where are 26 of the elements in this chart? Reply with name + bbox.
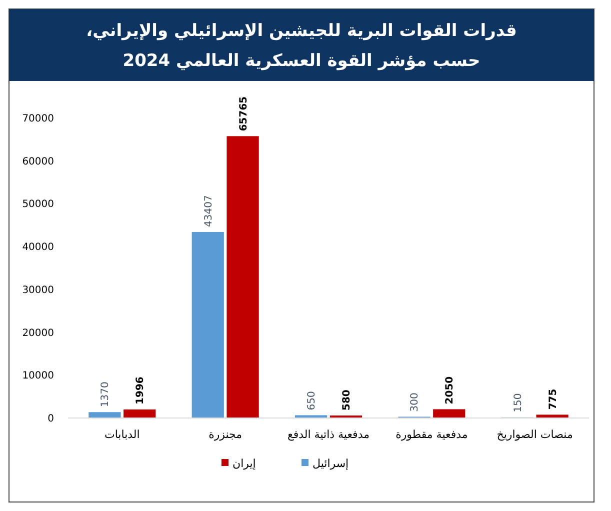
y-tick-label: 30000 [22, 284, 54, 296]
x-tick-label: الدبابات [104, 428, 140, 441]
data-label: 1996 [135, 376, 146, 404]
data-label: 150 [512, 393, 524, 412]
data-label: 650 [306, 391, 318, 410]
data-label: 43407 [203, 195, 214, 227]
legend-label: إيران [232, 456, 256, 470]
chart-title: قدرات القوات البرية للجيشين الإسرائيلي والإيراني، حسب مؤشر القوة العسكرية العالمي 2024 [86, 21, 517, 71]
x-tick-label: منصات الصواريخ [496, 428, 573, 441]
data-label: 2050 [444, 376, 456, 404]
data-label: 775 [548, 388, 559, 410]
y-tick-label: 10000 [22, 370, 54, 382]
legend-label: إسرائيل [312, 456, 349, 470]
y-tick-label: 20000 [22, 328, 54, 339]
data-label: 300 [410, 392, 421, 412]
x-tick-label: مدفعية مقطورة [396, 428, 468, 441]
y-tick-label: 60000 [22, 156, 54, 168]
data-label: 65765 [238, 96, 250, 132]
data-label: 1370 [100, 382, 112, 408]
data-label: 580 [341, 390, 352, 411]
y-tick-label: 50000 [22, 199, 54, 210]
y-tick-label: 40000 [22, 242, 54, 254]
x-tick-label: مجنزرة [208, 428, 242, 441]
x-tick-label: مدفعية ذاتية الدفع [288, 428, 370, 441]
y-tick-label: 0 [48, 414, 54, 424]
y-tick-label: 70000 [22, 114, 54, 124]
